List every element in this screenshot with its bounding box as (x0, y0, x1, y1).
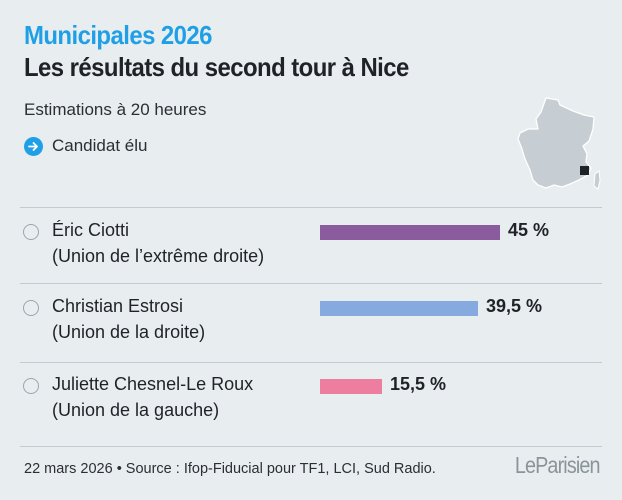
candidate-row: Juliette Chesnel-Le Roux (Union de la ga… (0, 364, 622, 438)
arrow-right-icon (24, 136, 43, 156)
chart-subtitle: Estimations à 20 heures (24, 100, 207, 119)
value-label: 45 % (508, 220, 550, 240)
source-note: 22 mars 2026 • Source : Ifop-Fiducial po… (24, 461, 436, 477)
candidate-name: Éric Ciotti (52, 220, 130, 240)
candidate-party: (Union de l’extrême droite) (52, 246, 265, 266)
elected-indicator (23, 224, 39, 240)
candidate-name: Juliette Chesnel-Le Roux (52, 374, 254, 394)
chart-kicker: Municipales 2026 (24, 20, 212, 50)
divider (20, 283, 602, 284)
divider (20, 446, 602, 447)
elected-indicator (23, 300, 39, 316)
candidate-row: Christian Estrosi (Union de la droite) 3… (0, 286, 622, 360)
candidate-row: Éric Ciotti (Union de l’extrême droite) … (0, 210, 622, 284)
value-label: 39,5 % (486, 296, 543, 316)
legend: Candidat élu (24, 136, 147, 156)
nice-location-marker (580, 166, 589, 175)
candidate-party: (Union de la droite) (52, 322, 206, 342)
elected-indicator (23, 378, 39, 394)
divider (20, 207, 602, 208)
divider (20, 362, 602, 363)
brand-logo: LeParisien (515, 452, 601, 478)
value-label: 15,5 % (390, 374, 447, 394)
bar-chesnel-le-roux (320, 379, 382, 394)
candidate-party: (Union de la gauche) (52, 400, 220, 420)
france-map-icon (517, 97, 601, 190)
legend-label: Candidat élu (52, 136, 148, 155)
candidate-name: Christian Estrosi (52, 296, 184, 316)
chart-title: Les résultats du second tour à Nice (24, 52, 409, 82)
bar-estrosi (320, 301, 478, 316)
bar-ciotti (320, 225, 500, 240)
